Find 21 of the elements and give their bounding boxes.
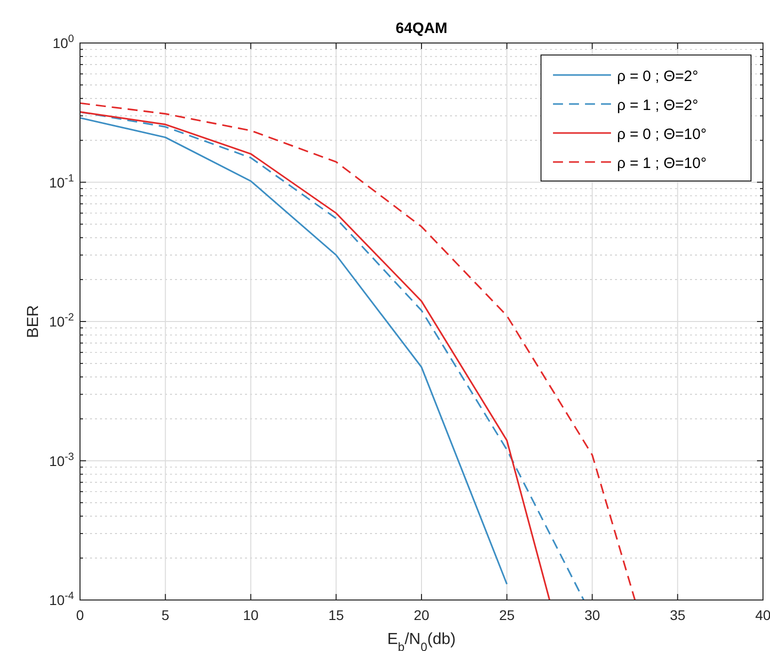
- x-tick-label: 40: [755, 607, 770, 623]
- chart-title: 64QAM: [396, 20, 448, 37]
- x-axis-title: E$_{b}$/N$_{0}$(db): [387, 631, 456, 651]
- x-tick-label: 5: [161, 607, 170, 623]
- x-tick-label: 15: [328, 607, 344, 623]
- x-tick-label: 30: [584, 607, 600, 623]
- y-tick-label: 10$^{-3}$: [49, 450, 74, 469]
- x-tick-label: 0: [76, 607, 84, 623]
- legend-label: ρ = 1 ; Θ=2°: [617, 97, 698, 114]
- y-tick-label: 10$^{0}$: [52, 33, 74, 51]
- legend-label: ρ = 0 ; Θ=10°: [617, 126, 707, 143]
- y-tick-label: 10$^{-2}$: [49, 312, 74, 330]
- y-axis-title: BER: [25, 305, 42, 338]
- x-tick-label: 35: [670, 607, 686, 623]
- y-tick-label: 10$^{-4}$: [49, 590, 74, 608]
- legend-label: ρ = 0 ; Θ=2°: [617, 68, 698, 85]
- y-tick-label: 10$^{-1}$: [49, 172, 74, 190]
- x-tick-label: 20: [414, 607, 430, 623]
- x-tick-label: 10: [242, 607, 259, 623]
- legend-label: ρ = 1 ; Θ=10°: [617, 155, 707, 172]
- x-tick-label: 25: [499, 607, 515, 623]
